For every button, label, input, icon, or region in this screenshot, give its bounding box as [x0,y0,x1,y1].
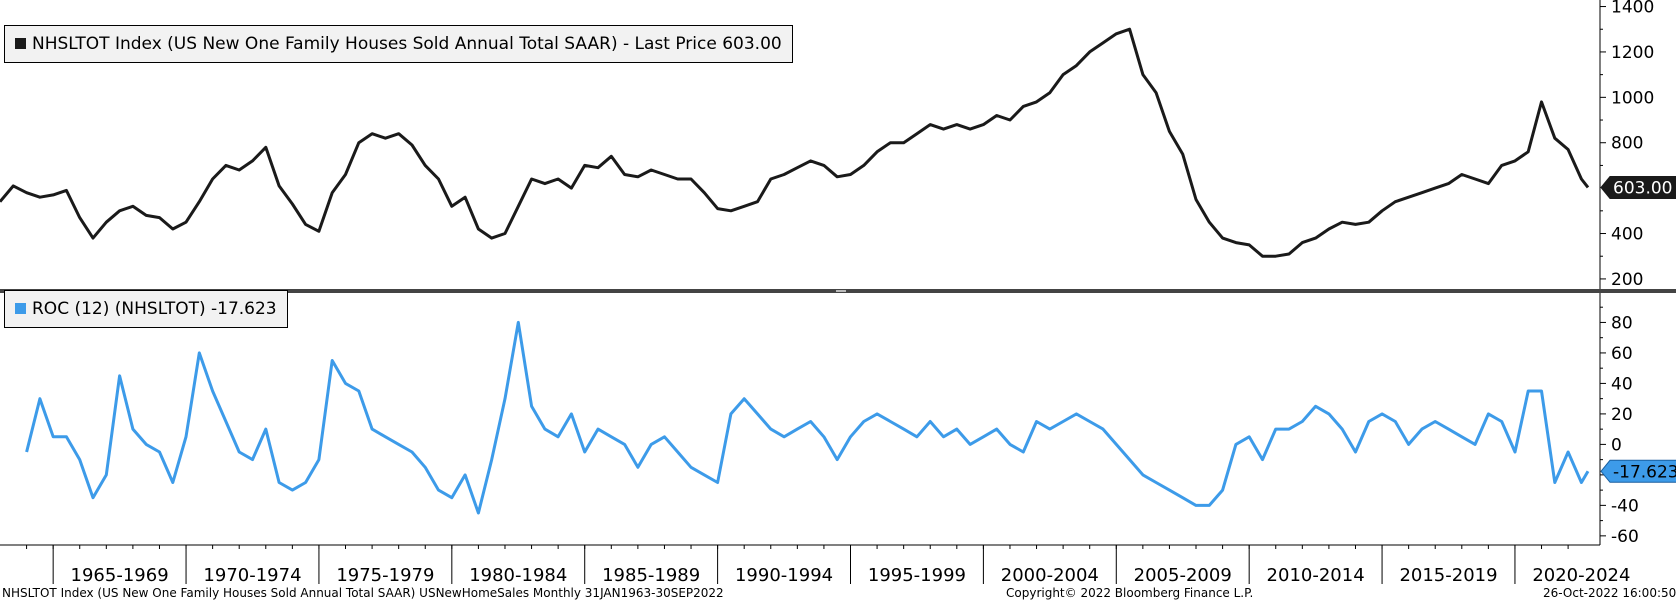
bottom-y-tick-label-2: 40 [1611,374,1633,394]
top-y-tick-label-4: 400 [1611,225,1643,245]
bottom-y-tick-label-7: -60 [1611,527,1639,547]
bottom-y-tick-label-4: 0 [1611,435,1622,455]
bottom-last-value-tag [1600,459,1676,483]
roc-line-0 [25,320,1590,515]
top-series-layer [0,27,1590,258]
x-tick-label-7: 2000-2004 [1001,565,1099,586]
bottom-legend-text: ROC (12) (NHSLTOT) -17.623 [32,299,277,319]
x-tick-label-4: 1985-1989 [602,565,700,586]
bottom-y-tick-label-3: 20 [1611,405,1633,425]
x-tick-label-10: 2015-2019 [1399,565,1497,586]
bottom-legend-swatch [15,303,26,314]
top-y-tick-label-1: 1200 [1611,43,1654,63]
footer-timestamp: 26-Oct-2022 16:00:50 [1543,586,1676,600]
top-y-tick-label-2: 1000 [1611,88,1654,108]
x-tick-label-1: 1970-1974 [203,565,301,586]
bottom-legend: ROC (12) (NHSLTOT) -17.623 [4,290,288,328]
axis-layer: 140012001000800400200806040200-20-40-606… [0,0,1676,586]
x-tick-label-6: 1995-1999 [868,565,966,586]
top-last-value-tag [1600,175,1676,199]
x-tick-label-8: 2005-2009 [1134,565,1232,586]
footer-copyright: Copyright© 2022 Bloomberg Finance L.P. [1006,586,1254,600]
bottom-y-tick-label-1: 60 [1611,344,1633,364]
x-tick-label-0: 1965-1969 [71,565,169,586]
top-legend-text: NHSLTOT Index (US New One Family Houses … [32,34,782,54]
top-y-tick-label-3: 800 [1611,134,1643,154]
top-legend: NHSLTOT Index (US New One Family Houses … [4,25,793,63]
top-y-tick-label-0: 1400 [1611,0,1654,18]
x-tick-label-11: 2020-2024 [1532,565,1630,586]
bottom-y-tick-label-6: -40 [1611,496,1639,516]
top-legend-swatch [15,38,26,49]
footer-source: NHSLTOT Index (US New One Family Houses … [2,586,724,600]
x-tick-label-2: 1975-1979 [336,565,434,586]
panel-splitter-handle [836,290,846,292]
bottom-y-tick-label-0: 80 [1611,313,1633,333]
bottom-series-layer [25,320,1590,515]
house-sales-line-0 [0,27,1590,258]
top-y-tick-label-5: 200 [1611,270,1643,290]
x-tick-label-9: 2010-2014 [1267,565,1365,586]
top-last-value-label: 603.00 [1613,178,1672,198]
x-tick-label-5: 1990-1994 [735,565,833,586]
x-tick-label-3: 1980-1984 [469,565,567,586]
bottom-last-value-label: -17.623 [1613,462,1676,482]
